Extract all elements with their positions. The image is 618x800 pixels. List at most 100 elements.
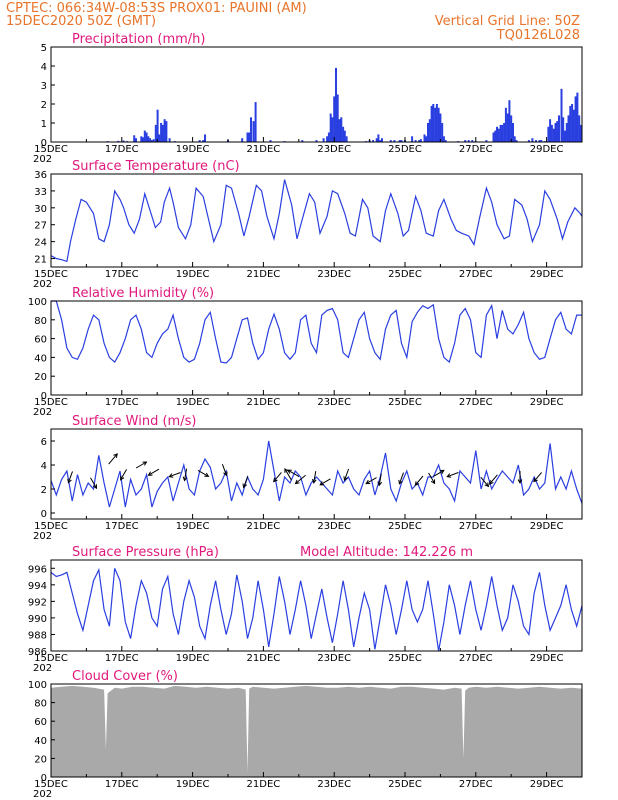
precip-bar (143, 130, 146, 142)
precip-bar (154, 124, 157, 142)
precip-bar (165, 121, 168, 142)
y-tick-label: 5 (41, 43, 47, 54)
x-tick-label: 19DEC (176, 269, 210, 280)
wind-arrow-head (182, 476, 188, 482)
precip-bar (322, 138, 325, 142)
y-tick-label: 0 (41, 773, 47, 784)
precip-bar (301, 140, 304, 142)
wind-arrow-shaft (378, 473, 382, 486)
x-tick-label: 25DEC (388, 653, 422, 664)
wind-arrow-shaft (533, 472, 542, 482)
precip-bar (149, 138, 152, 142)
x-tick-label: 25DEC (388, 779, 422, 790)
precip-bar (158, 134, 161, 142)
y-tick-label: 80 (34, 699, 47, 710)
wind-arrow (273, 472, 282, 483)
wind-arrow (90, 477, 98, 490)
x-tick-label: 27DEC (459, 269, 493, 280)
precip-bar (250, 117, 252, 142)
precip-bar (556, 121, 559, 142)
y-tick-label: 4 (41, 461, 47, 472)
precip-bar (331, 117, 334, 142)
precip-bar (510, 115, 513, 142)
wind-arrow-head (120, 475, 125, 481)
precip-bar (147, 136, 150, 142)
wind-arrow (182, 468, 188, 482)
y-tick-label: 21 (34, 255, 47, 266)
y-tick-label: 992 (28, 597, 47, 608)
precip-bar (152, 139, 155, 142)
rh-series-line (51, 300, 582, 364)
cloud-area (51, 685, 582, 777)
precip-bar (485, 140, 488, 142)
precip-bar (168, 138, 171, 142)
precip-bar (160, 123, 163, 142)
y-tick-label: 2 (41, 485, 47, 496)
wind-arrow (311, 471, 317, 484)
panel-title: Surface Temperature (nC) (72, 159, 240, 174)
x-tick-label: 21DEC (247, 653, 281, 664)
precip-bar (444, 140, 447, 142)
wind-arrow (398, 472, 404, 485)
precip-bar (565, 123, 568, 142)
wind-arrow-head (147, 471, 153, 476)
wind-arrow-shaft (120, 469, 128, 481)
wind-arrow (480, 476, 490, 488)
wind-arrow-head (365, 479, 371, 485)
x-tick-label: 17DEC (105, 269, 139, 280)
wind-arrow (147, 468, 160, 476)
wind-arrow (428, 472, 436, 485)
wind-arrow (319, 478, 331, 486)
wind-arrow-head (439, 469, 445, 475)
x-tick-label: 27DEC (459, 397, 493, 408)
x-tick-label: 23DEC (317, 144, 351, 155)
y-tick-label: 996 (28, 564, 47, 575)
panel-title: Cloud Cover (%) (72, 669, 178, 684)
x-tick-label: 19DEC (176, 653, 210, 664)
y-tick-label: 33 (34, 187, 47, 198)
x-tick-label: 21DEC (247, 779, 281, 790)
precip-bar (506, 113, 509, 142)
precip-bar (423, 134, 426, 142)
precip-bar (140, 136, 143, 142)
wind-arrow-head (488, 479, 494, 485)
wind-arrow (488, 474, 498, 485)
wind-arrow-head (142, 461, 148, 466)
precip-bar (430, 105, 433, 142)
wind-arrow (433, 469, 445, 477)
wind-arrow-shaft (169, 472, 181, 478)
y-tick-label: 994 (28, 581, 47, 592)
wind-arrow (67, 471, 73, 484)
precip-bar (381, 138, 383, 142)
precip-bar (340, 117, 343, 142)
precip-bar (345, 136, 348, 142)
wind-arrow (120, 469, 128, 481)
panel-rh: 15DEC 17DEC 19DEC 21DEC 23DEC 25DEC 27DEC 29DEC… (28, 286, 583, 418)
x-tick-label: 23DEC (317, 269, 351, 280)
y-tick-label: 36 (34, 170, 47, 181)
x-tick-label: 23DEC (317, 521, 351, 532)
x-tick-label: 23DEC (317, 653, 351, 664)
precip-bar (377, 134, 380, 142)
precip-bar (202, 140, 205, 142)
precip-bar (246, 132, 249, 142)
precip-bar (434, 107, 437, 142)
precip-bar (547, 126, 550, 142)
x-tick-label: 29DEC (530, 269, 564, 280)
wind-arrow-head (398, 479, 403, 485)
precip-bar (248, 132, 251, 142)
precip-bar (578, 115, 581, 142)
y-tick-label: 2 (41, 100, 47, 111)
x-tick-label: 21DEC (247, 397, 281, 408)
panel-cloud: 15DEC 17DEC 19DEC 21DEC 23DEC 25DEC 27DEC 29DEC… (28, 669, 583, 800)
precip-bar (540, 140, 543, 142)
wind-arrow-shaft (319, 478, 331, 486)
wind-arrow-shaft (108, 453, 118, 465)
x-tick-label: 21DEC (247, 269, 281, 280)
x-tick-label: 15DEC (34, 653, 68, 664)
precip-bar (552, 128, 555, 142)
y-tick-label: 0 (41, 391, 47, 402)
precip-bar (441, 123, 444, 142)
x-year-fragment: 202 (33, 663, 52, 674)
precip-bar (549, 119, 552, 142)
